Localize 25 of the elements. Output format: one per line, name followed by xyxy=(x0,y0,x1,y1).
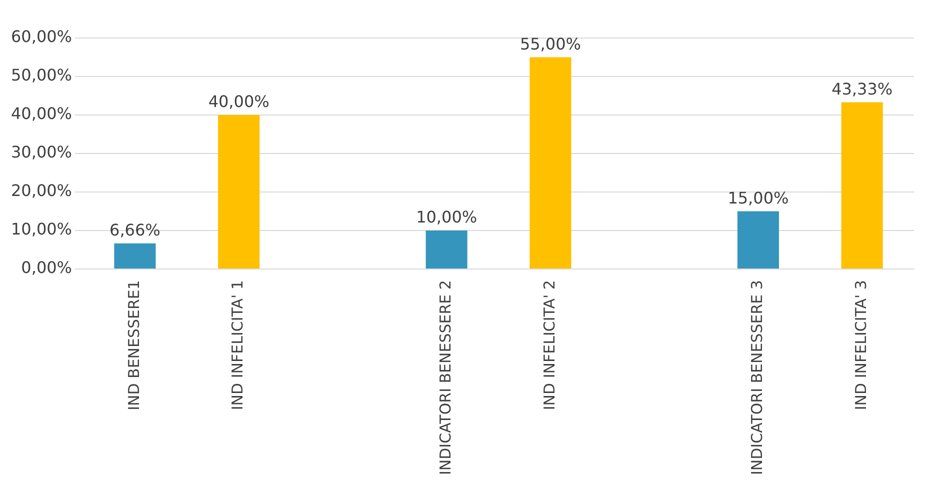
data-label: 6,66% xyxy=(110,220,160,240)
y-tick-label: 30,00% xyxy=(10,142,72,162)
x-tick-label: IND BENESSERE1 xyxy=(124,280,143,410)
x-tick-label: IND INFELICITA' 2 xyxy=(540,280,558,410)
bar xyxy=(114,243,156,269)
bar xyxy=(218,115,260,269)
y-tick-label: 50,00% xyxy=(10,66,72,85)
y-tick-label: 10,00% xyxy=(10,220,72,239)
bar xyxy=(530,57,572,269)
bar xyxy=(426,230,468,269)
y-tick-label: 60,00% xyxy=(10,27,72,46)
x-tick-label: INDICATORI BENESSERE 2 xyxy=(436,280,454,476)
data-label: 55,00% xyxy=(520,34,581,54)
data-label: 43,33% xyxy=(832,79,893,98)
data-label: 40,00% xyxy=(208,92,270,112)
bar xyxy=(841,102,883,269)
data-label: 15,00% xyxy=(728,188,789,208)
x-tick-label: INDICATORI BENESSERE 3 xyxy=(748,280,766,476)
y-tick-label: 0,00% xyxy=(21,258,72,278)
y-tick-label: 20,00% xyxy=(10,181,72,200)
x-tick-label: IND INFELICITA' 3 xyxy=(852,280,870,410)
y-tick-label: 40,00% xyxy=(10,104,72,124)
bar xyxy=(737,211,779,269)
x-tick-label: IND INFELICITA' 1 xyxy=(228,280,247,410)
data-label: 10,00% xyxy=(416,208,478,227)
